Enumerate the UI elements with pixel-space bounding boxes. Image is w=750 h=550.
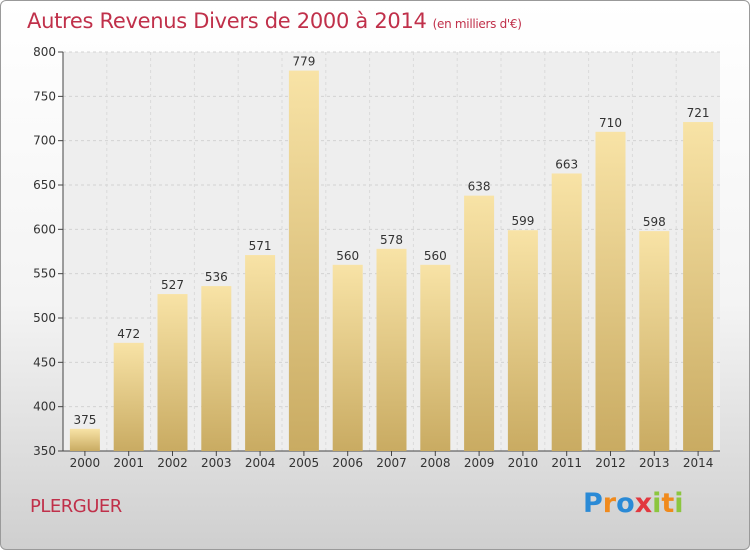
x-tick-label: 2014 [683, 456, 714, 470]
bar [507, 230, 538, 451]
bar [245, 255, 276, 451]
town-name: PLERGUER [30, 496, 122, 517]
data-label: 536 [205, 270, 228, 284]
x-tick-label: 2008 [420, 456, 451, 470]
bar [639, 231, 670, 451]
bar [595, 131, 626, 452]
bar [683, 122, 714, 452]
bar [551, 173, 582, 451]
data-labels: 375 472 527 536 571 779 560 578 560 638 599 663 710 5… [73, 55, 709, 427]
y-tick-label: 700 [33, 134, 56, 148]
logo-letter: r [602, 488, 617, 519]
data-label: 472 [117, 327, 140, 341]
data-label: 560 [336, 249, 359, 263]
bars [69, 70, 714, 452]
x-tick-label: 2010 [508, 456, 539, 470]
bar [332, 264, 363, 451]
bar [157, 294, 188, 451]
bar [376, 248, 407, 451]
x-tick-label: 2000 [70, 456, 101, 470]
data-label: 721 [687, 106, 710, 120]
x-tick-label: 2009 [464, 456, 495, 470]
bar [288, 70, 319, 452]
proxiti-logo[interactable]: Proxiti [583, 488, 684, 519]
bar [201, 286, 232, 451]
x-tick-label: 2007 [376, 456, 407, 470]
chart-title: Autres Revenus Divers de 2000 à 2014 (en … [27, 9, 522, 33]
y-tick-label: 350 [33, 444, 56, 458]
bar [69, 428, 100, 451]
data-label: 527 [161, 278, 184, 292]
y-tick-label: 550 [33, 267, 56, 281]
chart-title-text: Autres Revenus Divers de 2000 à 2014 [27, 9, 427, 33]
x-tick-label: 2011 [551, 456, 582, 470]
x-tick-label: 2006 [332, 456, 363, 470]
bar [420, 264, 451, 451]
x-tick-label: 2002 [157, 456, 188, 470]
chart-subtitle: (en milliers d'€) [432, 17, 522, 31]
x-tick-label: 2004 [245, 456, 276, 470]
y-tick-label: 500 [33, 311, 56, 325]
y-tick-label: 750 [33, 89, 56, 103]
bar [113, 342, 144, 451]
y-tick-label: 650 [33, 178, 56, 192]
data-label: 598 [643, 215, 666, 229]
bar [464, 195, 495, 451]
data-label: 710 [599, 116, 622, 130]
y-tick-label: 450 [33, 355, 56, 369]
data-label: 599 [511, 214, 534, 228]
data-label: 779 [292, 55, 315, 69]
data-label: 638 [468, 180, 491, 194]
logo-letter: i [652, 488, 662, 519]
data-label: 560 [424, 249, 447, 263]
x-tick-label: 2003 [201, 456, 232, 470]
data-label: 375 [73, 413, 96, 427]
x-tick-label: 2013 [639, 456, 670, 470]
logo-letter: P [583, 488, 603, 519]
data-label: 571 [249, 239, 272, 253]
x-tick-label: 2001 [113, 456, 144, 470]
x-tick-label: 2012 [595, 456, 626, 470]
y-tick-label: 400 [33, 400, 56, 414]
data-label: 578 [380, 233, 403, 247]
x-tick-label: 2005 [289, 456, 320, 470]
logo-letter: t [661, 488, 675, 519]
logo-letter: x [634, 488, 653, 519]
data-label: 663 [555, 157, 578, 171]
logo-letter: i [674, 488, 684, 519]
y-tick-label: 600 [33, 222, 56, 236]
logo-letter: o [616, 488, 635, 519]
y-tick-label: 800 [33, 45, 56, 59]
